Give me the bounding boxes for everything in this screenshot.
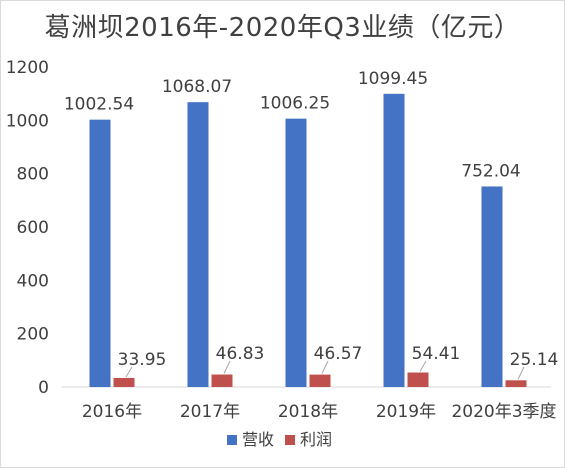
bar-profit (505, 380, 527, 387)
x-tick-label: 2018年 (278, 402, 338, 422)
data-label-leader (321, 360, 329, 374)
x-tick-label: 2017年 (180, 402, 240, 422)
data-label-profit: 46.57 (314, 344, 363, 364)
x-tick-label: 2020年3季度 (451, 402, 556, 422)
y-tick-label: 200 (17, 325, 49, 345)
legend-swatch-profit (285, 435, 295, 445)
data-label-revenue: 1006.25 (260, 94, 330, 114)
data-label-leader (517, 366, 525, 380)
bar-profit (407, 372, 429, 387)
data-label-profit: 25.14 (510, 350, 559, 370)
y-tick-label: 0 (38, 378, 49, 398)
bar-revenue (187, 102, 209, 387)
legend-label-revenue: 营收 (242, 430, 274, 449)
data-label-profit: 46.83 (216, 344, 265, 364)
bar-profit (309, 374, 331, 387)
x-tick-label: 2019年 (376, 402, 436, 422)
data-label-leader (419, 360, 427, 372)
bar-revenue (89, 119, 111, 387)
y-tick-label: 1200 (6, 58, 49, 78)
bar-profit (211, 374, 233, 387)
x-tick-label: 2016年 (82, 402, 142, 422)
bar-revenue (285, 118, 307, 388)
data-label-revenue: 1099.45 (358, 69, 428, 89)
data-label-profit: 54.41 (412, 344, 461, 364)
bar-profit (113, 377, 135, 387)
y-tick-label: 1000 (6, 111, 49, 131)
legend-swatch-revenue (227, 435, 237, 445)
y-tick-label: 400 (17, 271, 49, 291)
bar-revenue (383, 93, 405, 388)
y-tick-label: 800 (17, 165, 49, 185)
bar-revenue (481, 186, 503, 387)
data-label-revenue: 1068.07 (162, 77, 232, 97)
data-label-leader (125, 366, 133, 378)
data-label-profit: 33.95 (118, 350, 167, 370)
chart-title: 葛洲坝2016年-2020年Q3业绩（亿元） (44, 13, 521, 43)
data-label-revenue: 752.04 (461, 161, 520, 181)
data-label-revenue: 1002.54 (64, 95, 134, 115)
legend-label-profit: 利润 (300, 430, 332, 449)
y-tick-label: 600 (17, 218, 49, 238)
data-label-leader (223, 360, 231, 374)
